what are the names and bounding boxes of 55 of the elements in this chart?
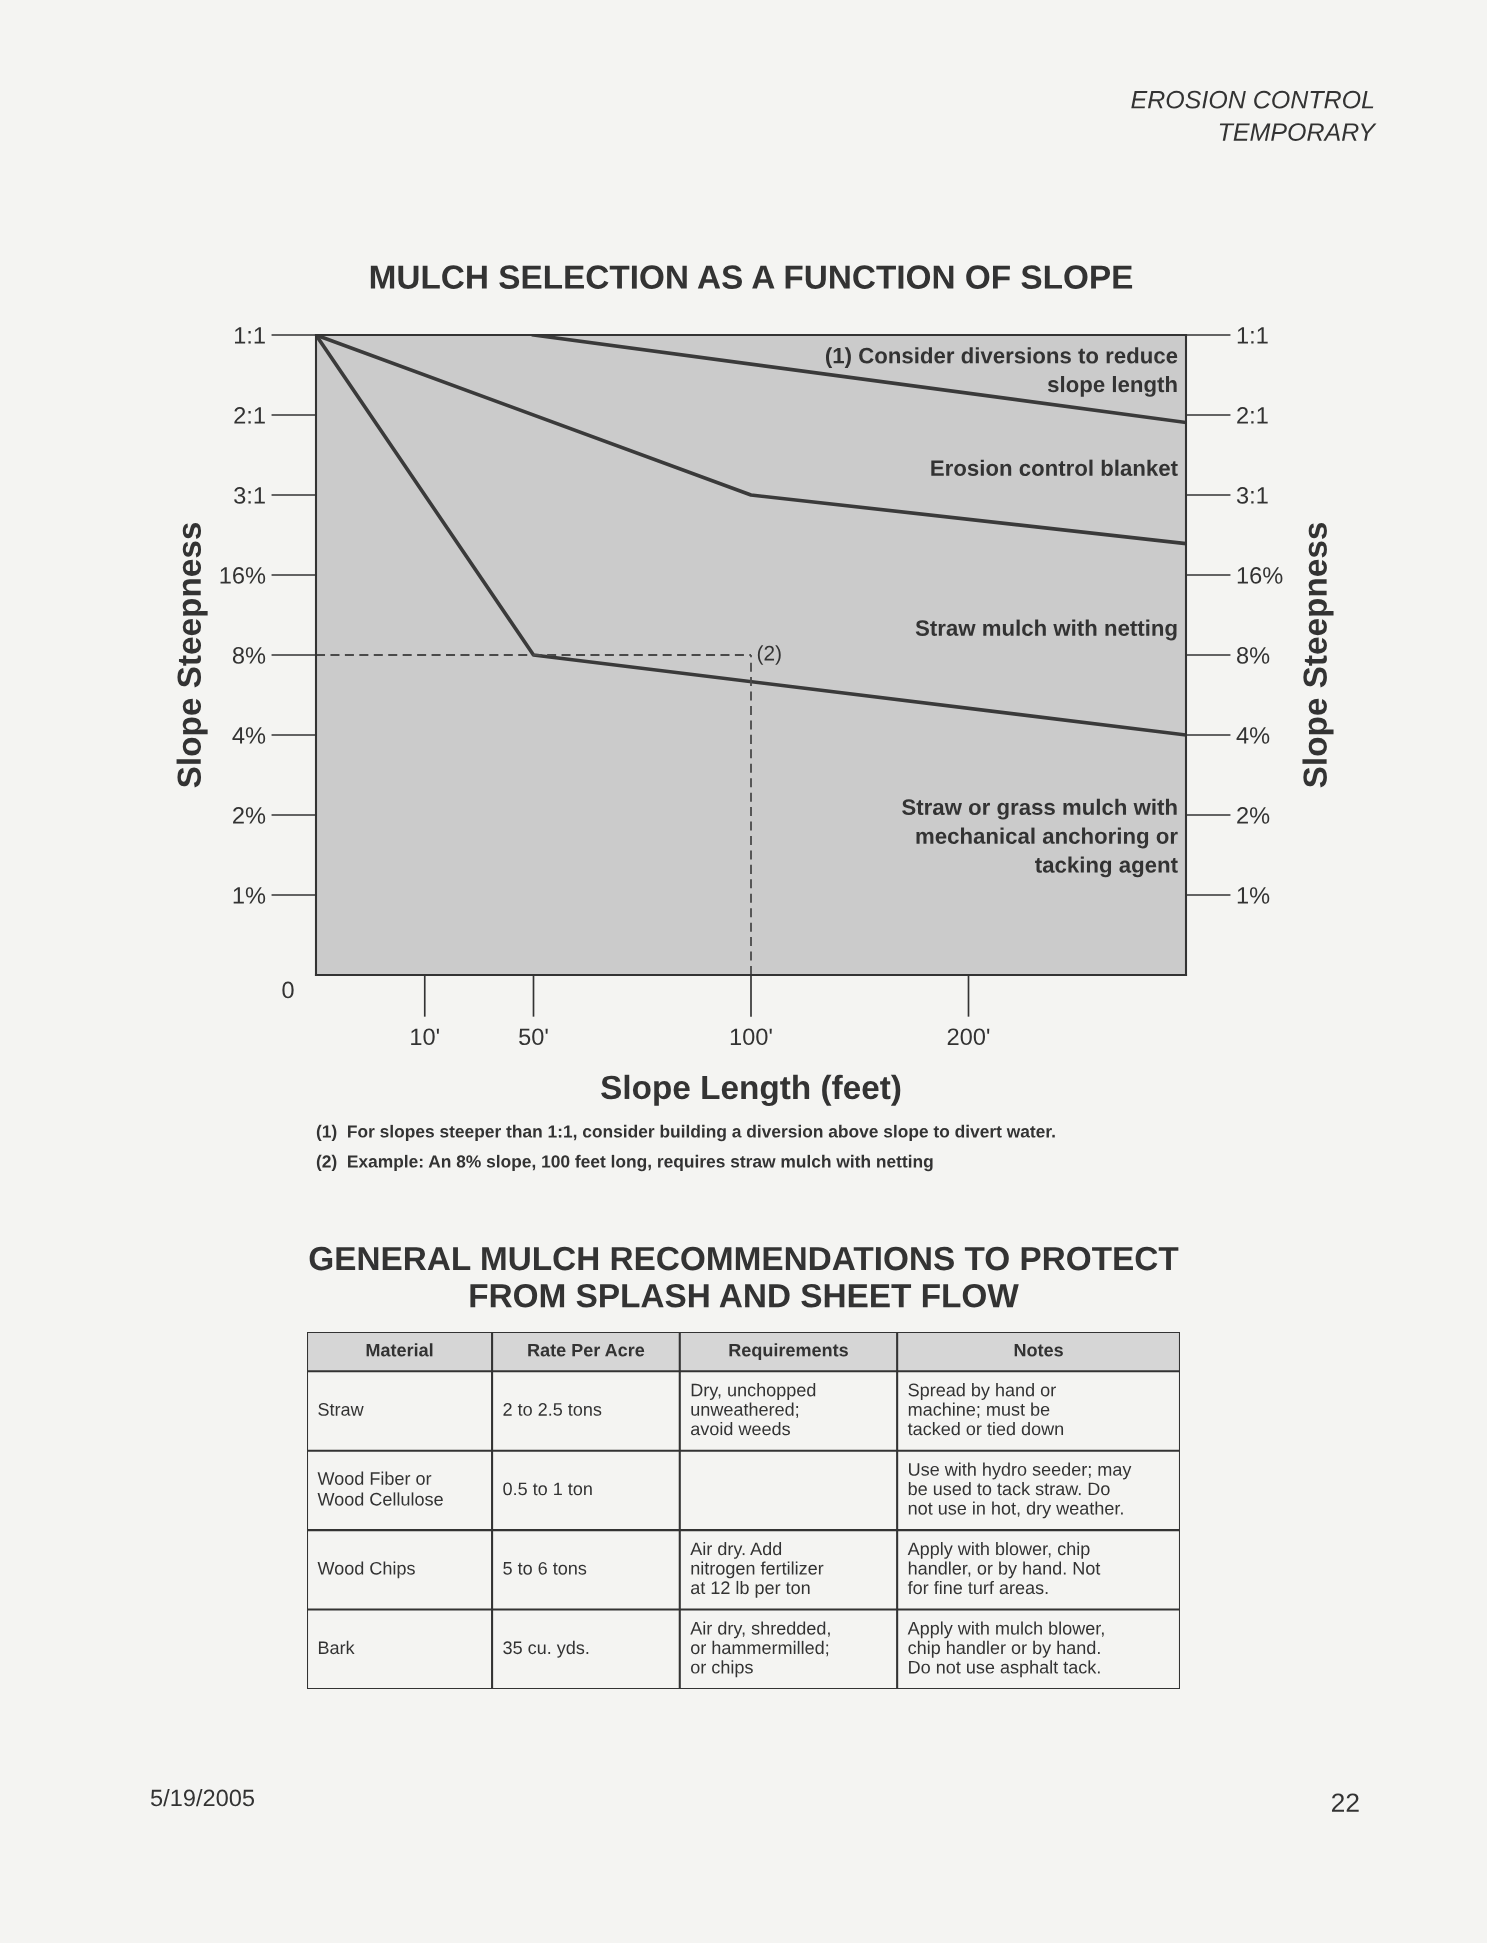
text: Air dry. Add nitrogen fertilizer at 12 lb per ton — [690, 1541, 824, 1598]
text: EROSION CONTROL TEMPORARY — [1131, 90, 1377, 141]
y2-axis-title: Slope Steepness — [1302, 522, 1334, 788]
text: Apply with blower, chip handler, or by hand. Not for fine turf areas. — [907, 1541, 1101, 1595]
text: 2% — [1237, 807, 1270, 824]
text: 4% — [1236, 727, 1270, 744]
text: Dry, unchopped unweathered; avoid weeds — [691, 1383, 816, 1436]
annotation: Straw mulch with netting — [915, 619, 1177, 641]
text: 1% — [1237, 887, 1270, 904]
category-label: Straw — [318, 1403, 364, 1416]
text: 3:1 — [1236, 487, 1268, 504]
y-tick-label: 1:1 — [234, 327, 265, 344]
text: Spread by hand or machine; must be tacked or tied down — [907, 1383, 1064, 1436]
text: (2) Example: An 8% slope, 100 feet long, requires straw mulch with netting — [316, 1154, 933, 1172]
x-tick-label: 200' — [947, 1028, 990, 1046]
text: 35 cu. yds. — [503, 1640, 589, 1658]
y-tick-label: 3:1 — [234, 487, 265, 504]
y-tick-label: 8% — [232, 647, 266, 664]
category-label: Notes — [1014, 1343, 1063, 1357]
annotation: Straw or grass mulch with mechanical anchoring or tacking agent — [902, 798, 1178, 878]
text: 22 — [1331, 1793, 1359, 1812]
y-axis-title: Slope Steepness — [176, 522, 208, 788]
y-tick-label: 4% — [232, 727, 266, 744]
text: (1) For slopes steeper than 1:1, consider building a diversion above slope to divert water. — [316, 1124, 1055, 1142]
category-label: Material — [366, 1343, 433, 1357]
x-tick-label: 10' — [411, 1028, 439, 1046]
category-label: Wood Fiber or Wood Cellulose — [317, 1471, 443, 1506]
text: 1:1 — [1237, 327, 1268, 344]
x-tick-label: 50' — [519, 1028, 548, 1046]
y-tick-label: 1% — [233, 887, 266, 904]
category-label: Bark — [318, 1640, 355, 1655]
text: GENERAL MULCH RECOMMENDATIONS TO PROTECT FROM SPLASH AND SHEET FLOW — [309, 1246, 1179, 1308]
category-label: Requirements — [729, 1343, 848, 1361]
annotation: Erosion control blanket — [931, 459, 1178, 476]
category-label: Rate Per Acre — [528, 1343, 645, 1357]
category-label: Wood Chips — [317, 1561, 415, 1579]
annotation: (1) Consider diversions to reduce slope length — [825, 347, 1178, 397]
y-tick-label: 2:1 — [234, 407, 265, 424]
text: 2:1 — [1237, 407, 1268, 424]
y-tick-label: 16% — [220, 567, 266, 584]
annotation: (2) — [757, 645, 781, 665]
text: Apply with mulch blower, chip handler or by hand. Do not use asphalt tack. — [907, 1621, 1104, 1678]
text: 0.5 to 1 ton — [503, 1482, 592, 1496]
text: Air dry, shredded, or hammermilled; or chips — [690, 1621, 830, 1678]
text: 8% — [1237, 647, 1270, 664]
x-axis-title: Slope Length (feet) — [601, 1074, 901, 1107]
text: Use with hydro seeder; may be used to tack straw. Do not use in hot, dry weather. — [908, 1462, 1132, 1519]
chart-title: MULCH SELECTION AS A FUNCTION OF SLOPE — [370, 265, 1133, 289]
text: 0 — [282, 981, 294, 999]
text: 2 to 2.5 tons — [503, 1403, 602, 1416]
text: 5/19/2005 — [150, 1788, 255, 1807]
text: 5 to 6 tons — [503, 1561, 587, 1575]
y-tick-label: 2% — [233, 807, 266, 824]
x-tick-label: 100' — [730, 1028, 772, 1046]
text: 16% — [1237, 567, 1283, 584]
